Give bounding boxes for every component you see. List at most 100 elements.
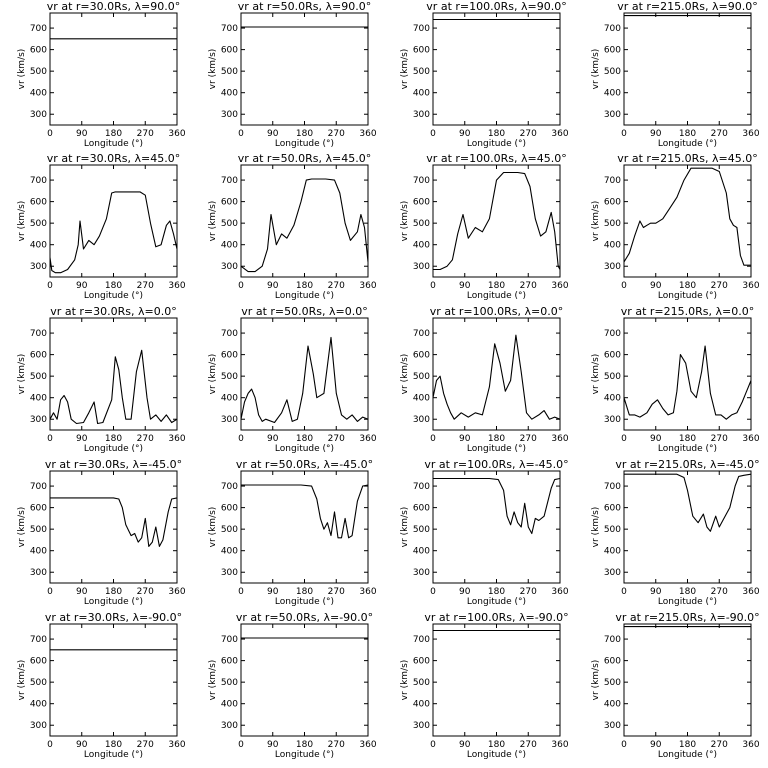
- panel-title: vr at r=215.0Rs, λ=-45.0°: [615, 458, 759, 471]
- x-tick-label: 360: [551, 129, 568, 139]
- x-axis-label: Longitude (°): [658, 139, 717, 149]
- panel-title: vr at r=100.0Rs, λ=-90.0°: [424, 611, 568, 624]
- y-axis-label: vr (km/s): [208, 49, 218, 90]
- y-tick-label: 300: [30, 262, 47, 272]
- x-tick-label: 0: [47, 129, 53, 139]
- x-tick-label: 180: [679, 281, 696, 291]
- y-axis-label: vr (km/s): [17, 201, 27, 242]
- plot-frame: [240, 12, 369, 126]
- x-tick-label: 270: [520, 587, 537, 597]
- vr-series-line: [50, 497, 177, 547]
- x-tick-label: 0: [238, 740, 244, 750]
- y-axis-label: vr (km/s): [591, 660, 601, 701]
- y-tick-label: 500: [221, 678, 238, 688]
- panel-17: vr at r=30.0Rs, λ=-90.0° 0 90 180 270 360 300 4…: [17, 611, 186, 760]
- y-tick-label: 700: [30, 24, 47, 34]
- x-tick-label: 90: [76, 129, 88, 139]
- y-tick-label: 300: [413, 568, 430, 578]
- y-tick-label: 600: [30, 198, 47, 208]
- x-tick-label: 270: [520, 434, 537, 444]
- x-tick-label: 180: [488, 434, 505, 444]
- y-tick-label: 300: [604, 568, 621, 578]
- y-tick-label: 400: [30, 241, 47, 251]
- y-tick-label: 700: [30, 635, 47, 645]
- plot-frame: [623, 470, 752, 584]
- y-tick-label: 600: [604, 198, 621, 208]
- y-axis-label: vr (km/s): [17, 354, 27, 395]
- panel-12: vr at r=215.0Rs, λ=0.0° 0 90 180 270 360 300 40…: [591, 305, 760, 454]
- y-tick-label: 400: [221, 547, 238, 557]
- x-tick-label: 0: [238, 587, 244, 597]
- panel-title: vr at r=50.0Rs, λ=45.0°: [238, 152, 371, 165]
- x-tick-label: 0: [47, 587, 53, 597]
- x-axis-label: Longitude (°): [84, 139, 143, 149]
- x-tick-label: 360: [742, 587, 759, 597]
- y-tick-label: 700: [221, 176, 238, 186]
- y-tick-label: 600: [221, 657, 238, 667]
- y-tick-label: 400: [413, 241, 430, 251]
- vr-series-line: [241, 336, 368, 424]
- x-tick-label: 0: [47, 434, 53, 444]
- x-tick-label: 270: [328, 740, 345, 750]
- vr-series-line: [624, 473, 751, 532]
- x-tick-label: 180: [296, 587, 313, 597]
- panel-title: vr at r=215.0Rs, λ=90.0°: [617, 0, 757, 13]
- x-tick-label: 360: [551, 587, 568, 597]
- y-tick-label: 600: [413, 198, 430, 208]
- y-axis-label: vr (km/s): [17, 507, 27, 548]
- vr-series-line: [241, 484, 368, 539]
- panel-title: vr at r=100.0Rs, λ=-45.0°: [424, 458, 568, 471]
- y-tick-label: 300: [604, 262, 621, 272]
- x-tick-label: 90: [76, 434, 88, 444]
- y-axis-label: vr (km/s): [400, 507, 410, 548]
- y-tick-label: 400: [221, 241, 238, 251]
- plot-frame: [49, 623, 178, 737]
- x-axis-label: Longitude (°): [658, 444, 717, 454]
- x-tick-label: 270: [137, 129, 154, 139]
- x-tick-label: 180: [105, 281, 122, 291]
- x-axis-label: Longitude (°): [467, 291, 526, 301]
- x-tick-label: 0: [430, 129, 436, 139]
- y-axis-label: vr (km/s): [208, 507, 218, 548]
- y-tick-label: 600: [221, 46, 238, 56]
- y-tick-label: 400: [221, 700, 238, 710]
- panel-5: vr at r=30.0Rs, λ=45.0° 0 90 180 270 360 300 40…: [17, 152, 186, 301]
- x-tick-label: 360: [168, 281, 185, 291]
- y-tick-label: 500: [30, 67, 47, 77]
- panel-14: vr at r=50.0Rs, λ=-45.0° 0 90 180 270 360 300 4…: [208, 458, 377, 607]
- panel-18: vr at r=50.0Rs, λ=-90.0° 0 90 180 270 360 300 4…: [208, 611, 377, 760]
- y-tick-label: 300: [30, 721, 47, 731]
- x-tick-label: 90: [459, 740, 471, 750]
- x-tick-label: 270: [520, 281, 537, 291]
- y-tick-label: 400: [413, 700, 430, 710]
- y-axis-label: vr (km/s): [17, 660, 27, 701]
- y-tick-label: 600: [604, 46, 621, 56]
- y-tick-label: 500: [221, 525, 238, 535]
- vr-series-line: [624, 345, 751, 420]
- x-tick-label: 0: [430, 587, 436, 597]
- x-tick-label: 180: [488, 740, 505, 750]
- y-tick-label: 700: [221, 635, 238, 645]
- x-tick-label: 360: [551, 740, 568, 750]
- y-tick-label: 700: [604, 482, 621, 492]
- y-tick-label: 600: [221, 198, 238, 208]
- x-tick-label: 90: [459, 281, 471, 291]
- panel-13: vr at r=30.0Rs, λ=-45.0° 0 90 180 270 360 300 4…: [17, 458, 186, 607]
- x-tick-label: 0: [430, 281, 436, 291]
- x-tick-label: 360: [551, 434, 568, 444]
- y-tick-label: 500: [604, 67, 621, 77]
- x-tick-label: 360: [359, 434, 376, 444]
- y-tick-label: 700: [604, 329, 621, 339]
- y-axis-label: vr (km/s): [208, 201, 218, 242]
- panel-title: vr at r=100.0Rs, λ=45.0°: [426, 152, 566, 165]
- x-tick-label: 270: [328, 281, 345, 291]
- panel-title: vr at r=100.0Rs, λ=90.0°: [426, 0, 566, 13]
- x-tick-label: 360: [168, 587, 185, 597]
- y-tick-label: 600: [604, 351, 621, 361]
- y-tick-label: 600: [413, 46, 430, 56]
- y-tick-label: 500: [30, 678, 47, 688]
- x-tick-label: 180: [105, 587, 122, 597]
- x-tick-label: 90: [76, 587, 88, 597]
- y-tick-label: 300: [413, 721, 430, 731]
- y-tick-label: 300: [604, 721, 621, 731]
